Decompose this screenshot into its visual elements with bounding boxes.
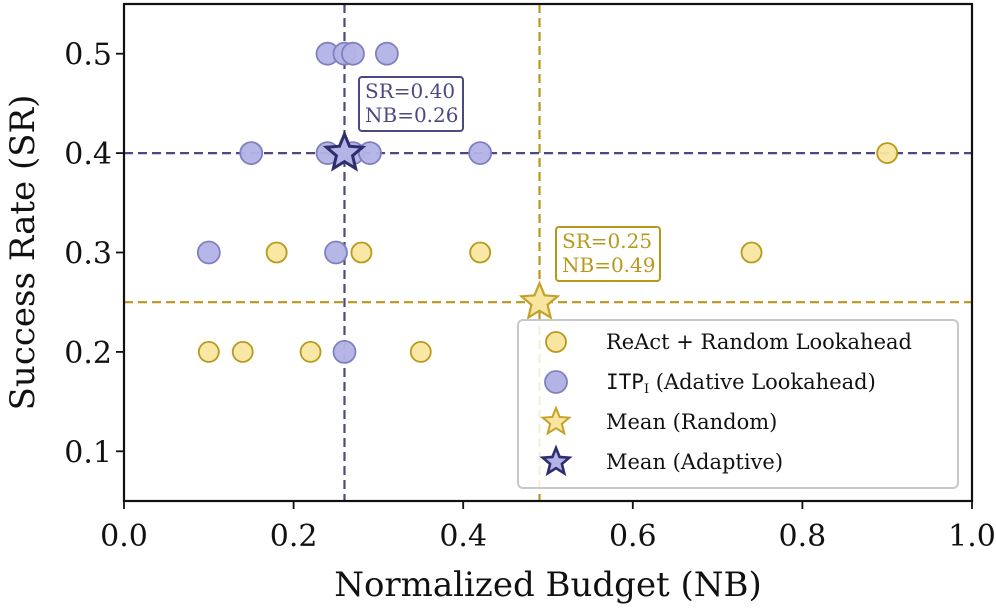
point-adaptive — [196, 240, 221, 265]
point-adaptive — [324, 240, 348, 265]
point-adaptive — [341, 41, 365, 66]
legend-marker-adaptive — [544, 370, 568, 394]
x-tick-label: 0.6 — [609, 519, 657, 554]
y-tick-label: 0.3 — [64, 237, 112, 272]
legend-label-mean-random: Mean (Random) — [606, 410, 777, 434]
legend-box — [517, 319, 959, 489]
legend-marker-random — [545, 331, 567, 353]
y-tick-label: 0.5 — [64, 38, 112, 73]
point-random — [740, 241, 763, 264]
x-tick-label: 0.2 — [270, 519, 318, 554]
mean-adaptive-star — [322, 130, 367, 172]
point-random — [876, 142, 899, 165]
point-adaptive — [332, 339, 357, 364]
x-tick-label: 0.8 — [779, 519, 827, 554]
legend-label-adaptive-subscript: I — [644, 382, 649, 397]
y-tick-label: 0.1 — [64, 435, 112, 470]
point-adaptive — [468, 141, 493, 166]
legend-label-random: ReAct + Random Lookahead — [606, 330, 912, 354]
x-axis-title: Normalized Budget (NB) — [334, 565, 762, 605]
x-tick-label: 1.0 — [948, 519, 996, 554]
x-tick-label: 0.4 — [439, 519, 487, 554]
legend-label-mean-adaptive: Mean (Adaptive) — [606, 450, 783, 474]
point-random — [469, 241, 492, 264]
annotation-sr-text: SR=0.25 — [562, 229, 652, 253]
annotation-box — [358, 76, 464, 132]
point-random — [265, 241, 288, 264]
annotation-nb-text: NB=0.26 — [365, 103, 459, 127]
point-adaptive — [374, 41, 399, 66]
legend-marker-mean-random — [540, 405, 572, 436]
point-adaptive — [239, 141, 264, 166]
legend-label-adaptive: ITPI (Adative Lookahead) — [606, 370, 876, 397]
x-tick-label: 0.0 — [100, 519, 148, 554]
mean-random-star — [518, 280, 561, 320]
point-random — [409, 340, 432, 363]
point-random — [350, 241, 373, 264]
y-axis-title: Success Rate (SR) — [3, 95, 43, 411]
annotation-nb-text: NB=0.49 — [562, 253, 656, 277]
y-tick-label: 0.4 — [64, 137, 112, 172]
legend-label-adaptive-suffix: (Adative Lookahead) — [649, 370, 876, 394]
y-tick-label: 0.2 — [64, 336, 112, 371]
annotation-sr-text: SR=0.40 — [365, 79, 455, 103]
point-random — [231, 340, 254, 363]
point-adaptive — [358, 141, 382, 166]
point-random — [299, 340, 322, 363]
legend-label-adaptive-name: ITP — [606, 370, 644, 394]
annotation-box — [555, 226, 661, 282]
point-random — [197, 340, 220, 363]
legend-marker-mean-adaptive — [539, 444, 573, 477]
legend: ReAct + Random Lookahead ITPI (Adative Lo… — [517, 319, 959, 489]
